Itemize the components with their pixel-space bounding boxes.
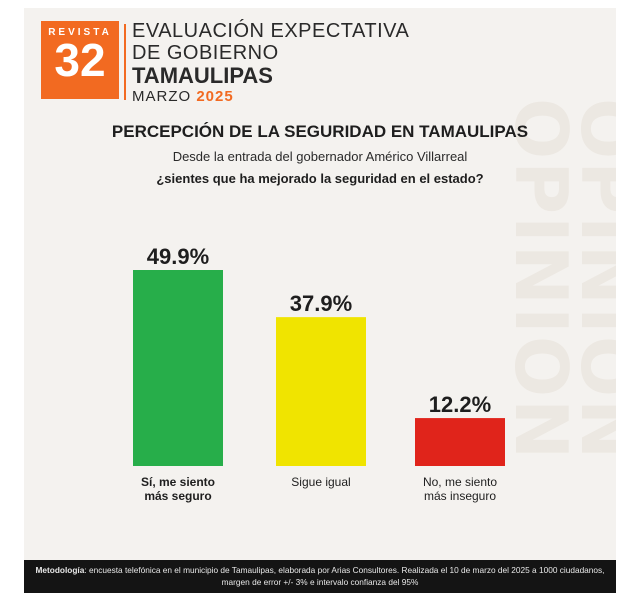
header-line-1: EVALUACIÓN EXPECTATIVA xyxy=(132,20,410,42)
chart-question: ¿sientes que ha mejorado la seguridad en… xyxy=(156,171,484,186)
category-label-1: Sí, me siento más seguro xyxy=(141,475,215,503)
value-label-1: 49.9% xyxy=(147,244,209,269)
value-label-3: 12.2% xyxy=(429,392,491,417)
header-divider xyxy=(124,24,126,100)
header-month: MARZO xyxy=(132,88,192,105)
revista-32-logo: REVISTA 32 xyxy=(41,21,119,99)
chart-title: PERCEPCIÓN DE LA SEGURIDAD EN TAMAULIPAS xyxy=(111,122,529,141)
header-line-2: DE GOBIERNO xyxy=(132,42,279,64)
bar-1 xyxy=(133,270,223,466)
methodology-label: Metodología xyxy=(35,565,85,575)
logo-number: 32 xyxy=(54,34,106,86)
header-titles: EVALUACIÓN EXPECTATIVA DE GOBIERNO TAMAU… xyxy=(132,20,409,105)
bar-3 xyxy=(415,418,505,466)
header-state: TAMAULIPAS xyxy=(132,63,273,88)
bar-2 xyxy=(276,317,366,466)
infographic-card: OPINION OPINION OPINION REVISTA 32 EVALU… xyxy=(24,8,616,560)
header-year: 2025 xyxy=(196,88,234,105)
methodology-footer: Metodología: encuesta telefónica en el m… xyxy=(24,560,616,593)
bar-chart: 49.9% Sí, me siento más seguro 37.9% Sigue i… xyxy=(133,244,505,503)
methodology-text: : encuesta telefónica en el municipio de… xyxy=(84,565,605,587)
category-label-3: No, me siento más inseguro xyxy=(423,475,497,503)
logo-revista-text: REVISTA xyxy=(48,27,112,38)
header-date: MARZO 2025 xyxy=(132,88,409,105)
chart-subtitle: Desde la entrada del gobernador Américo … xyxy=(172,149,468,164)
category-label-2: Sigue igual xyxy=(291,475,350,489)
value-label-2: 37.9% xyxy=(290,291,352,316)
